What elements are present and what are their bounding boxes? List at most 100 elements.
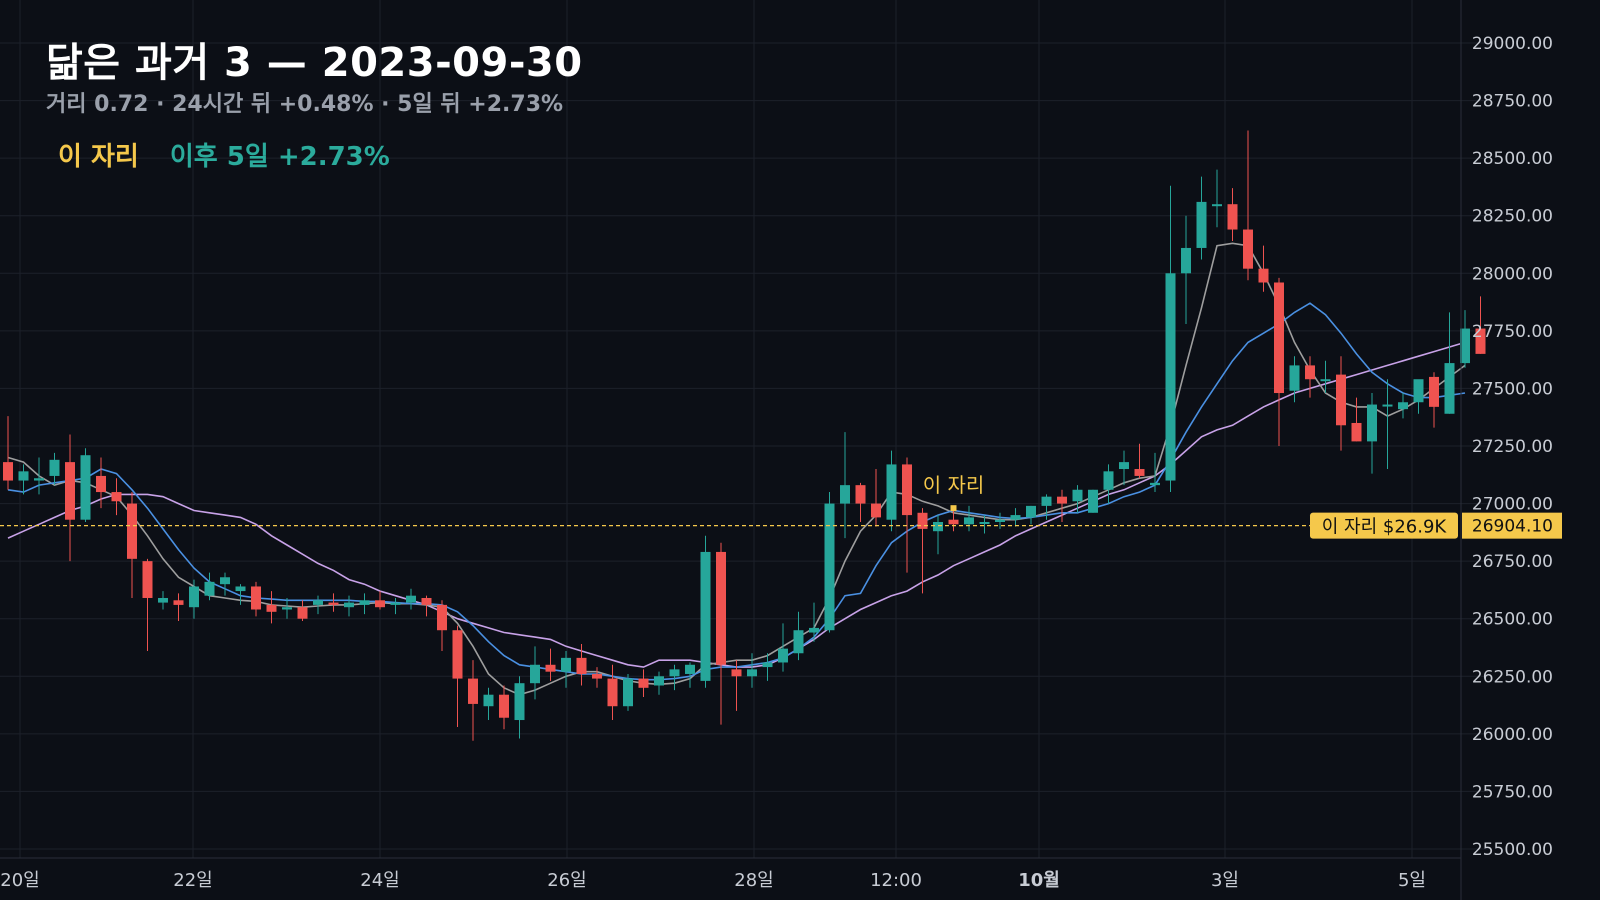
candle <box>127 492 137 598</box>
candle-body <box>824 503 835 631</box>
candle <box>1057 489 1067 522</box>
chart-legend: 이 자리 이후 5일 +2.73% <box>58 136 390 173</box>
candle-body <box>80 455 91 520</box>
candle <box>995 512 1005 529</box>
candle-body <box>871 503 881 518</box>
candle-body <box>700 551 711 681</box>
candle-body <box>375 600 385 608</box>
candle <box>1258 245 1269 292</box>
price-axis-value: 26904.10 <box>1472 517 1553 537</box>
candle-body <box>204 581 215 596</box>
candle-body <box>313 600 323 605</box>
legend-after-label: 이후 5일 +2.73% <box>169 142 390 172</box>
candle-body <box>778 648 788 663</box>
candle <box>1134 443 1145 479</box>
candle <box>948 510 959 532</box>
candle-body <box>1320 379 1331 382</box>
candle <box>1010 508 1021 527</box>
candle <box>49 452 60 486</box>
candle-body <box>1413 379 1424 403</box>
candle <box>282 597 292 619</box>
candle <box>638 669 649 698</box>
price-line-layer: 이 자리이 자리 $26.9K <box>0 473 1458 539</box>
price-tick-label: 26250.00 <box>1472 667 1553 687</box>
candle-body <box>1243 229 1253 269</box>
candle-body <box>344 602 354 608</box>
candle <box>1026 505 1036 525</box>
candle-body <box>716 551 726 665</box>
candle <box>142 558 153 651</box>
candle-body <box>1227 204 1238 230</box>
candle-body <box>328 602 339 605</box>
price-tick-label: 25750.00 <box>1472 782 1553 802</box>
candle <box>871 469 881 527</box>
candle-body <box>1072 489 1083 502</box>
time-tick-label: 26일 <box>547 870 586 891</box>
time-tick-label: 3일 <box>1211 870 1239 891</box>
candle <box>251 581 261 617</box>
price-tick-label: 28750.00 <box>1472 92 1553 112</box>
candle <box>700 535 711 688</box>
candle <box>313 595 323 615</box>
candle-body <box>1196 201 1207 248</box>
candle-body <box>266 604 277 612</box>
price-tick-label: 26000.00 <box>1472 725 1553 745</box>
candle <box>344 595 354 617</box>
candle <box>933 515 943 555</box>
candle <box>778 623 788 672</box>
candle-body <box>654 676 664 686</box>
price-tick-label: 27250.00 <box>1472 437 1553 457</box>
candle-body <box>731 669 742 677</box>
candle-body <box>1181 247 1191 274</box>
candle-body <box>1088 489 1098 513</box>
candle-body <box>669 669 680 677</box>
candle-body <box>840 485 850 504</box>
candle <box>592 667 602 688</box>
candle <box>1398 393 1408 419</box>
candle-body <box>514 683 525 721</box>
candle-body <box>1429 376 1439 407</box>
candle-body <box>592 673 602 679</box>
candle <box>1320 360 1331 394</box>
candle-body <box>452 630 463 679</box>
candle <box>1072 485 1083 513</box>
candle-body <box>468 678 478 704</box>
legend-marker-label: 이 자리 <box>58 142 139 172</box>
candle <box>1243 130 1253 281</box>
chart-subtitle: 거리 0.72 · 24시간 뒤 +0.48% · 5일 뒤 +2.73% <box>46 92 564 117</box>
candle-body <box>158 597 168 603</box>
candle-body <box>142 561 153 598</box>
price-axis[interactable]: 29000.00 28750.00 28500.00 28250.00 28000.00… <box>1460 0 1562 900</box>
candle <box>499 685 509 730</box>
candle-body <box>948 519 959 525</box>
time-axis[interactable]: 20일 22일 24일 26일 28일 12:00 10월 3일 5일 <box>0 857 1461 891</box>
candle-body <box>282 607 292 610</box>
candle <box>297 600 308 622</box>
candle-body <box>685 664 695 674</box>
candle-body <box>1212 204 1222 207</box>
time-tick-label: 10월 <box>1018 870 1060 891</box>
candle-body <box>576 657 587 674</box>
candle <box>483 687 494 721</box>
candle <box>452 625 463 727</box>
candle <box>328 593 339 612</box>
candle <box>840 432 850 539</box>
candle <box>902 457 912 573</box>
moving-average-layer <box>7 242 1466 696</box>
candle <box>220 572 230 596</box>
candle-body <box>421 597 432 605</box>
candle-body <box>1382 404 1393 407</box>
candle <box>204 572 215 601</box>
candle-body <box>793 630 804 654</box>
candle-body <box>530 664 540 684</box>
candle-body <box>220 577 230 585</box>
price-tick-label: 25500.00 <box>1472 840 1553 860</box>
candle <box>18 464 29 495</box>
candle-body <box>1460 328 1470 364</box>
candle-body <box>1134 469 1145 476</box>
candle-body <box>499 694 509 718</box>
price-tag-label: 이 자리 $26.9K <box>1322 517 1448 538</box>
candle-body <box>1150 482 1160 486</box>
time-tick-label: 28일 <box>734 870 773 891</box>
